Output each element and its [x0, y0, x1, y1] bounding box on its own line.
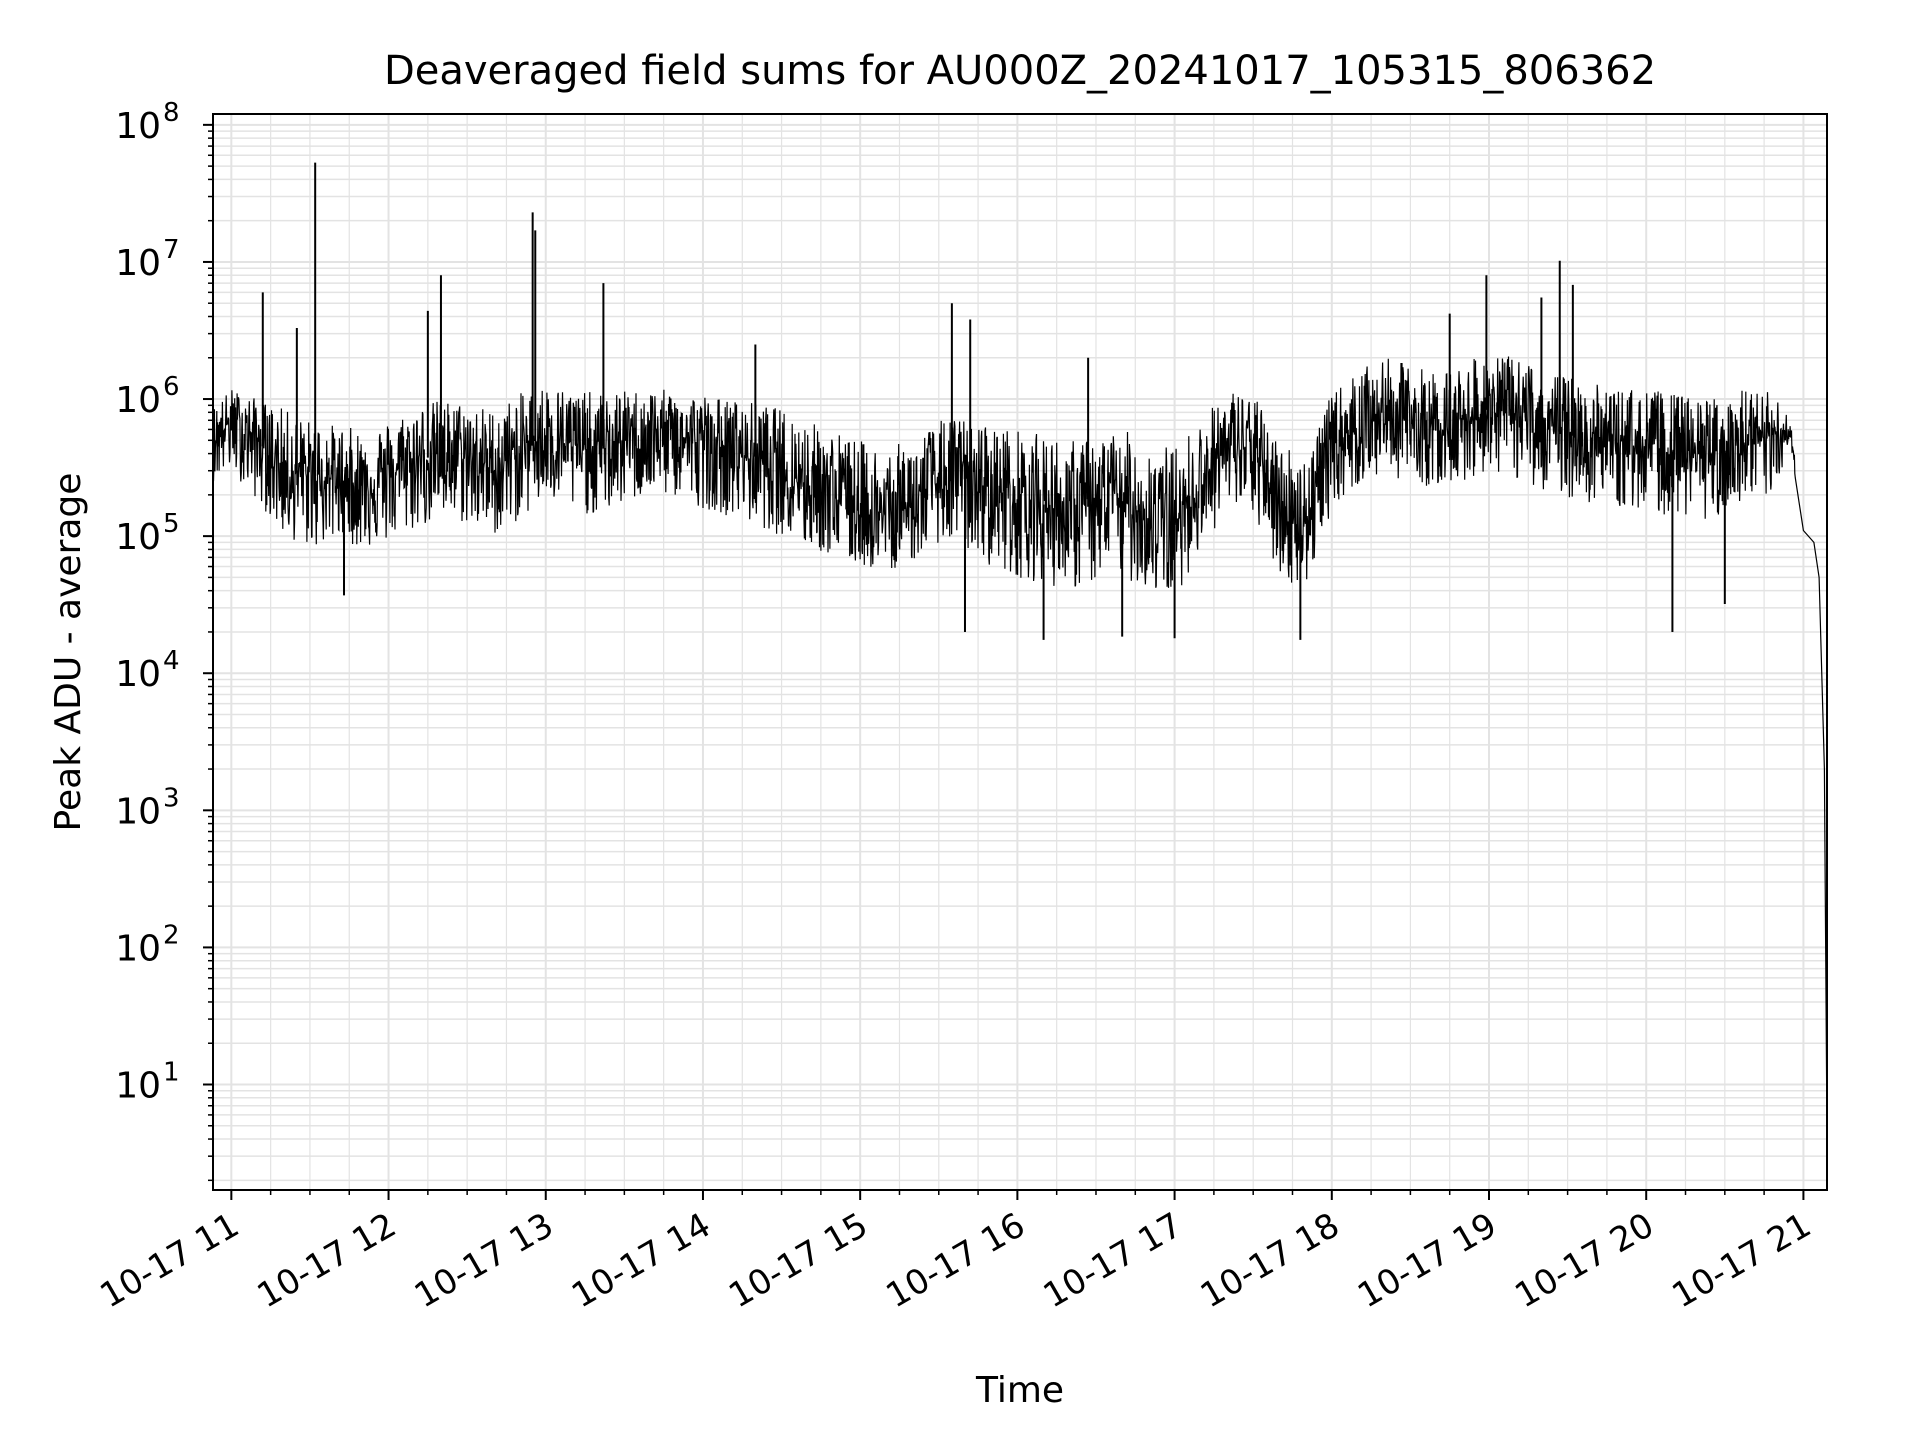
y-tick-label-exponent: 4	[163, 646, 180, 676]
y-tick-label: 10 3	[115, 783, 179, 832]
y-tick-label: 10 6	[115, 372, 179, 421]
y-tick-label: 10 4	[115, 646, 179, 695]
grid-lines	[213, 114, 1827, 1190]
x-axis-label: Time	[975, 1370, 1064, 1411]
y-tick-label-exponent: 2	[163, 920, 180, 950]
series-line	[212, 356, 1828, 1140]
y-tick-label-exponent: 7	[163, 235, 180, 265]
y-tick-label: 10 7	[115, 235, 179, 284]
y-tick-label-base: 10	[115, 517, 161, 558]
y-tick-label-base: 10	[115, 791, 161, 832]
y-tick-label: 10 8	[115, 98, 179, 147]
y-tick-label-base: 10	[115, 380, 161, 421]
y-tick-label: 10 2	[115, 920, 179, 969]
chart-title: Deaveraged field sums for AU000Z_2024101…	[384, 48, 1656, 94]
series-layer	[212, 162, 1828, 1140]
y-axis-label: Peak ADU - average	[48, 473, 89, 832]
y-tick-label-exponent: 8	[163, 98, 180, 128]
y-tick-label: 10 1	[115, 1058, 179, 1107]
y-tick-label-base: 10	[115, 1066, 161, 1107]
y-tick-label-exponent: 6	[163, 372, 180, 402]
y-tick-label-base: 10	[115, 654, 161, 695]
y-tick-label-base: 10	[115, 243, 161, 284]
y-tick-label-base: 10	[115, 928, 161, 969]
plot-frame	[212, 113, 1828, 1191]
y-tick-label-exponent: 3	[163, 783, 180, 813]
y-tick-label-base: 10	[115, 106, 161, 147]
y-tick-label: 10 5	[115, 509, 179, 558]
y-tick-label-exponent: 1	[163, 1058, 180, 1088]
y-tick-label-exponent: 5	[163, 509, 180, 539]
